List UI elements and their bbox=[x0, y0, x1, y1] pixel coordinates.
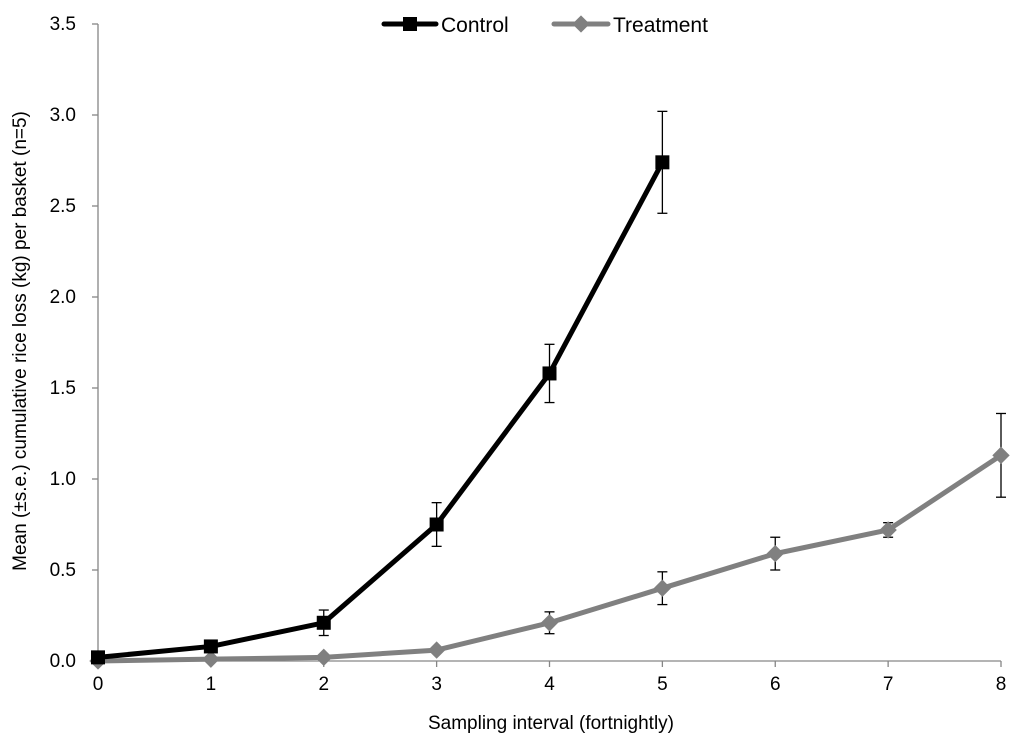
data-point bbox=[203, 639, 218, 654]
y-tick-label: 3.5 bbox=[50, 14, 76, 35]
data-point bbox=[315, 648, 333, 667]
legend-marker bbox=[572, 15, 590, 33]
x-tick-label: 1 bbox=[206, 674, 217, 695]
legend: Control Treatment bbox=[381, 14, 708, 37]
legend-label: Control bbox=[441, 14, 509, 37]
data-point bbox=[202, 650, 220, 668]
data-point bbox=[429, 517, 444, 532]
legend-item-treatment: Treatment bbox=[551, 14, 708, 37]
x-tick-label: 8 bbox=[996, 674, 1007, 695]
y-tick-label: 2.5 bbox=[50, 196, 76, 217]
x-tick-label: 2 bbox=[318, 674, 329, 695]
series-line bbox=[95, 159, 665, 660]
data-point bbox=[879, 521, 897, 539]
data-point bbox=[316, 615, 331, 630]
axes: 0.0 0.5 1.0 1.5 2.0 2.5 3.0 3.5 0 1 2 3 4 5 6 7 8 bbox=[50, 14, 1007, 695]
x-axis-label: Sampling interval (fortnightly) bbox=[428, 713, 674, 734]
data-point bbox=[91, 650, 105, 665]
data-point bbox=[653, 579, 672, 597]
legend-marker bbox=[403, 17, 417, 31]
y-tick-label: 3.0 bbox=[50, 105, 76, 126]
data-point bbox=[542, 366, 557, 381]
data-point bbox=[427, 641, 446, 659]
x-tick-label: 5 bbox=[657, 674, 668, 695]
series-layer bbox=[89, 110, 1010, 670]
data-point bbox=[992, 446, 1010, 465]
legend-label: Treatment bbox=[613, 14, 708, 37]
data-point bbox=[766, 544, 784, 563]
data-point bbox=[655, 155, 670, 170]
y-tick-label: 0.5 bbox=[50, 560, 76, 581]
series-treatment bbox=[89, 412, 1010, 670]
legend-item-control: Control bbox=[381, 14, 509, 37]
x-tick-label: 4 bbox=[544, 674, 555, 695]
y-tick-label: 0.0 bbox=[50, 651, 76, 672]
y-tick-label: 1.0 bbox=[50, 469, 76, 490]
x-tick-label: 6 bbox=[770, 674, 781, 695]
x-tick-label: 7 bbox=[883, 674, 894, 695]
x-tick-label: 0 bbox=[93, 674, 104, 695]
data-point bbox=[540, 614, 559, 632]
y-axis-label: Mean (±s.e.) cumulative rice loss (kg) p… bbox=[10, 111, 31, 571]
series-control bbox=[91, 110, 670, 665]
x-tick-label: 3 bbox=[431, 674, 442, 695]
y-tick-label: 2.0 bbox=[50, 287, 76, 308]
y-tick-label: 1.5 bbox=[50, 378, 76, 399]
